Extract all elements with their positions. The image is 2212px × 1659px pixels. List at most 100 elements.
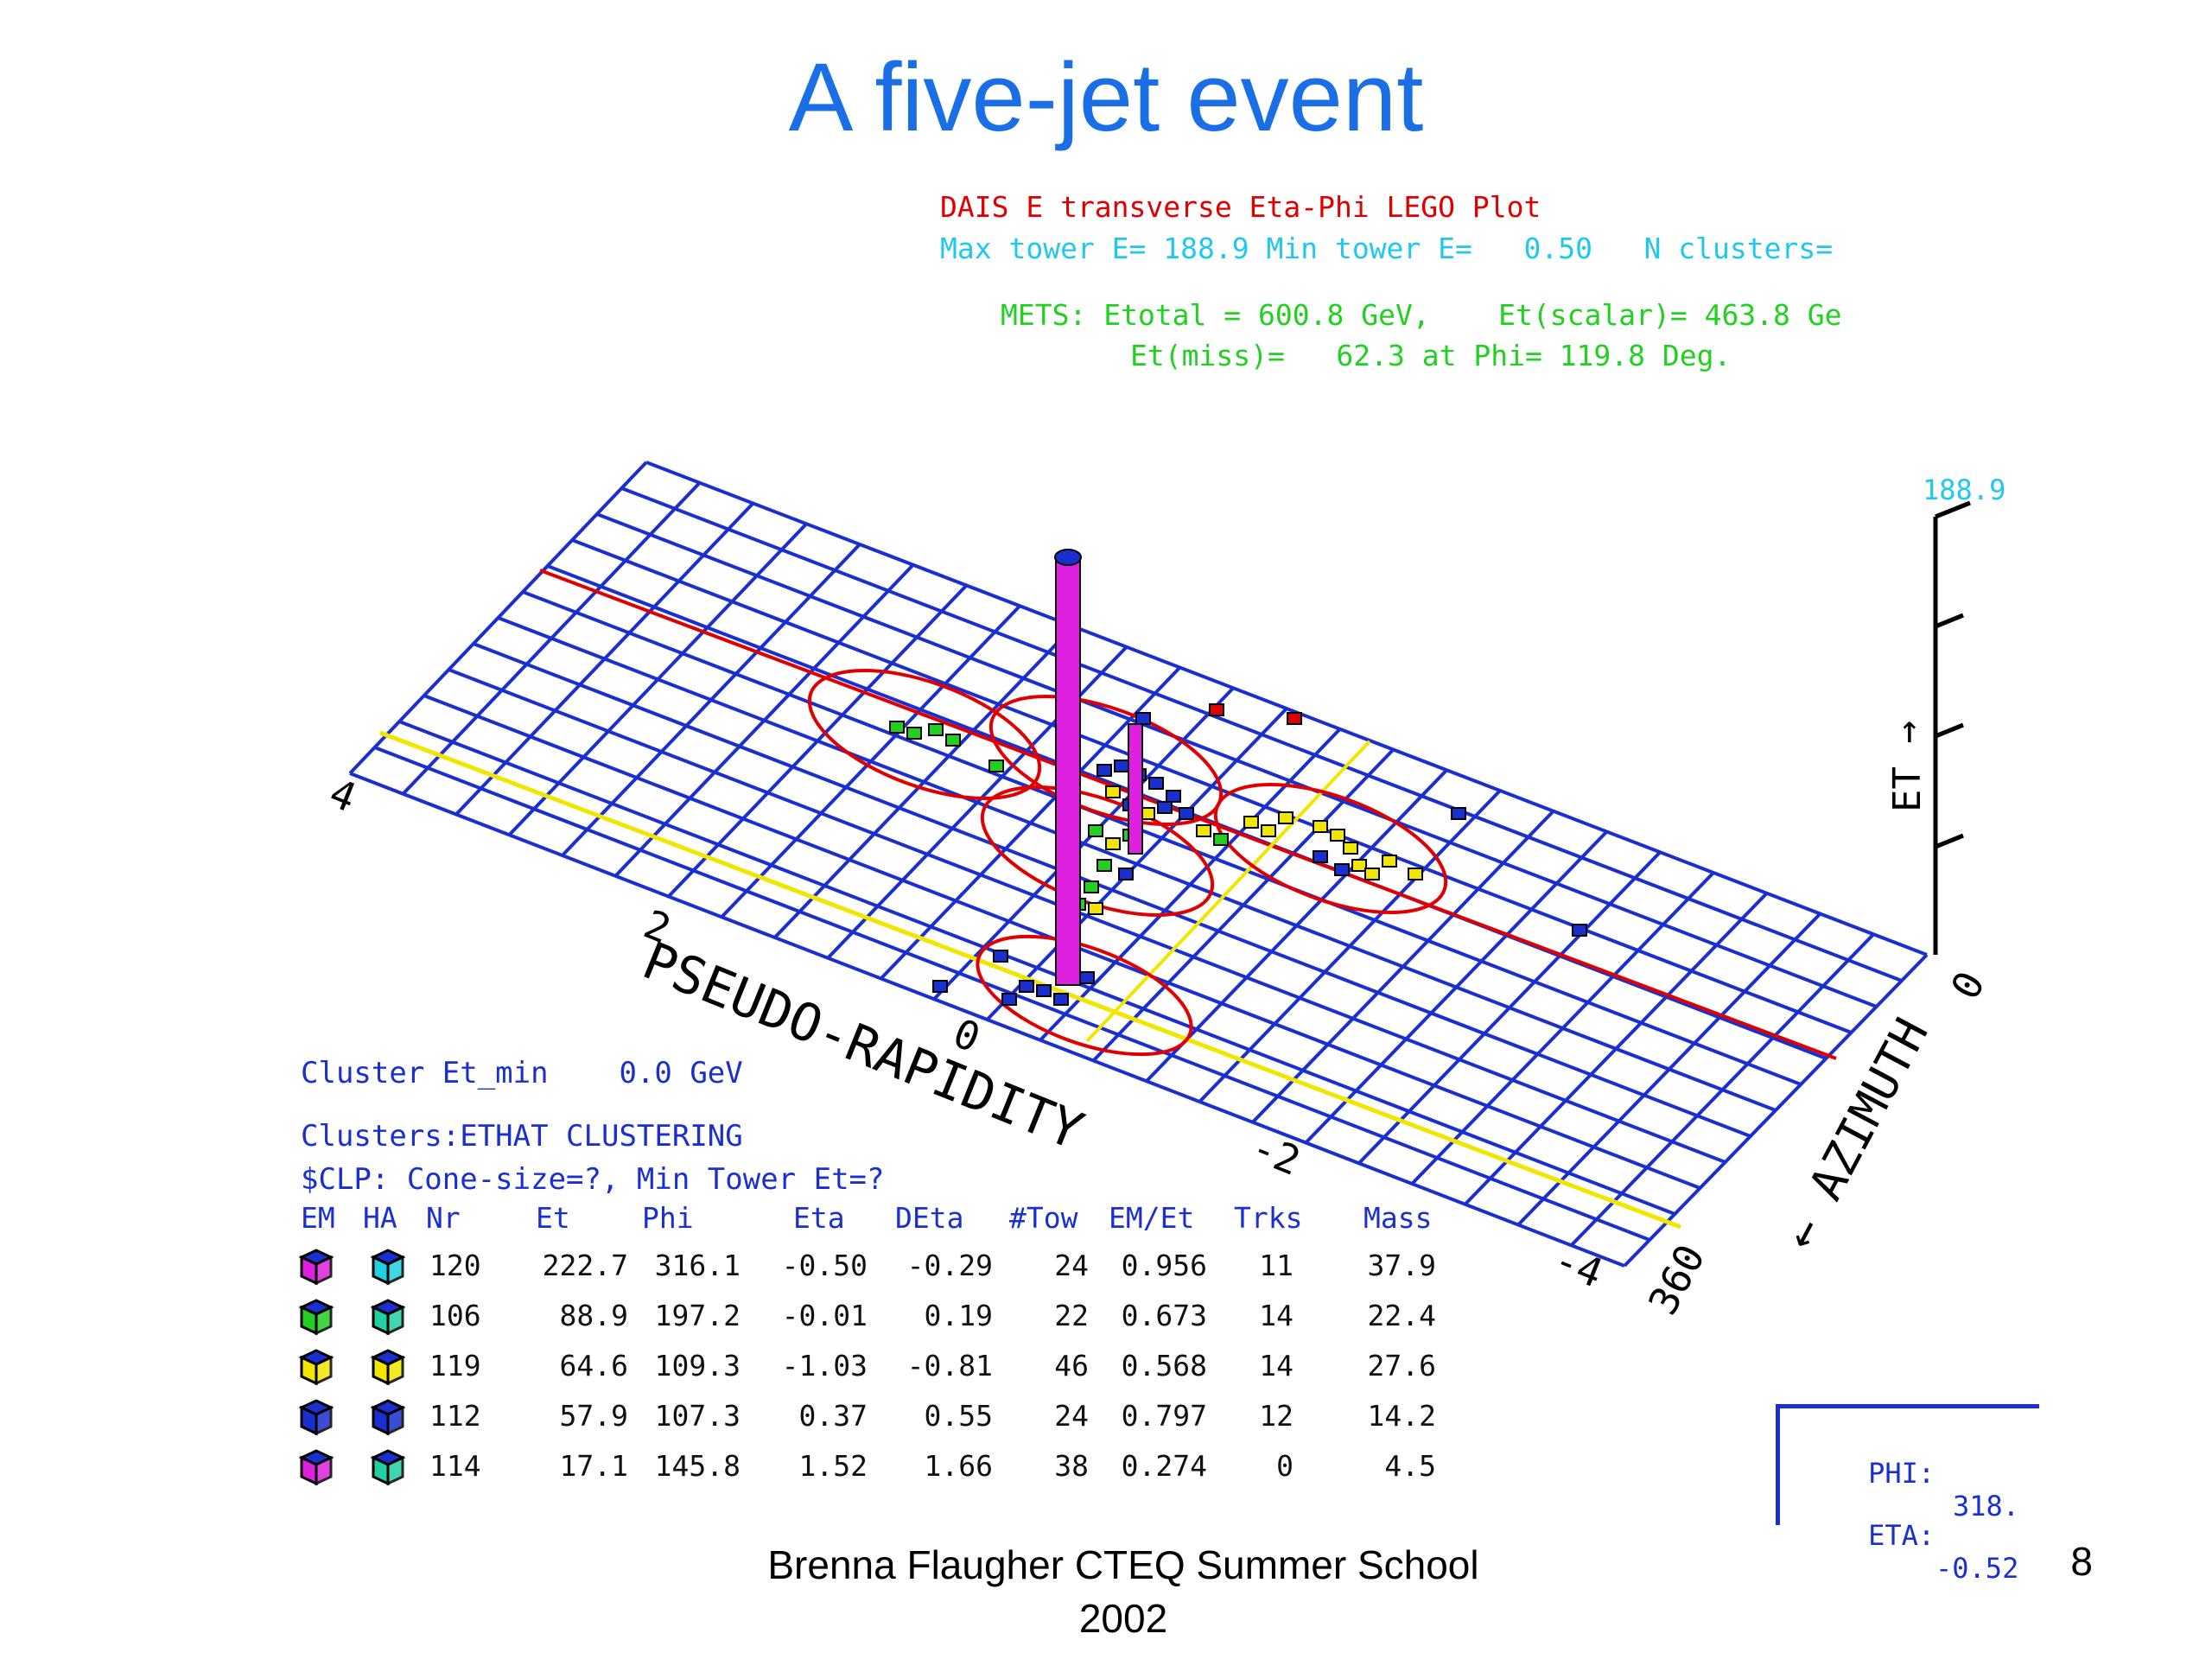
cell-deta: 1.66: [924, 1449, 993, 1483]
cell-et: 222.7: [542, 1249, 628, 1282]
max-tower: [1055, 556, 1081, 986]
tower-cell: [928, 723, 944, 736]
tower-cell: [1243, 816, 1259, 829]
tower-cell: [1036, 984, 1052, 997]
cell-mass: 14.2: [1367, 1399, 1436, 1433]
tower-cell: [1408, 868, 1423, 880]
grid-line: [1623, 953, 1929, 1268]
tower-cell: [1330, 829, 1345, 842]
col-et: Et: [536, 1201, 570, 1235]
grid-line: [402, 481, 702, 796]
ha-cube-icon: [370, 1249, 406, 1286]
cell-emet: 0.673: [1121, 1299, 1207, 1332]
tower-cell: [1019, 980, 1034, 993]
col-eta: Eta: [793, 1201, 845, 1235]
cell-phi: 145.8: [654, 1449, 741, 1483]
grid-line: [1464, 892, 1769, 1206]
ha-cube-icon: [370, 1349, 406, 1386]
cell-trks: 11: [1259, 1249, 1294, 1282]
em-cube-icon: [298, 1299, 334, 1336]
tower-cell: [1053, 993, 1069, 1006]
cell-phi: 107.3: [654, 1399, 741, 1433]
cell-et: 64.6: [559, 1349, 628, 1382]
clusters-algorithm-text: Clusters:ETHAT CLUSTERING: [301, 1119, 743, 1154]
tower-cell: [1157, 801, 1173, 814]
em-cube-icon: [298, 1399, 334, 1436]
col-emet: EM/Et: [1109, 1201, 1195, 1235]
col-em: EM: [301, 1201, 335, 1235]
tower-cell: [1088, 824, 1103, 837]
phi-tick-360: 360: [1639, 1236, 1714, 1322]
cell-mass: 4.5: [1384, 1449, 1436, 1483]
grid-line: [507, 522, 808, 836]
eta-tick-4: 4: [323, 769, 363, 821]
tower-cell: [1209, 703, 1224, 716]
tower-cell: [945, 734, 961, 747]
grid-line: [1357, 850, 1662, 1165]
grid-line: [880, 666, 1181, 980]
eta-readout-label: ETA:: [1868, 1519, 1936, 1552]
grid-line: [1410, 871, 1715, 1185]
tower-cell: [1451, 807, 1466, 820]
tower-cell: [1382, 855, 1397, 868]
tower-cell: [1084, 880, 1099, 893]
cell-deta: -0.81: [906, 1349, 993, 1382]
tower-cell: [1001, 993, 1017, 1006]
eta-tick-0: 0: [947, 1009, 987, 1061]
cell-eta: -0.50: [781, 1249, 868, 1282]
cell-nr: 120: [429, 1249, 481, 1282]
cluster-ellipse: [807, 669, 1042, 800]
tower-cell: [1105, 785, 1121, 798]
tower-cell: [1313, 850, 1328, 863]
et-axis-label: ET →: [1885, 721, 1929, 812]
tower-cell: [988, 760, 1004, 772]
col-phi: Phi: [642, 1201, 694, 1235]
tower-cell: [1364, 868, 1380, 880]
slide-footer: Brenna Flaugher CTEQ Summer School 2002: [767, 1542, 1479, 1641]
cluster-ellipse: [988, 695, 1224, 826]
grid-line: [454, 502, 754, 816]
tower-cell: [1351, 859, 1367, 872]
cell-nr: 114: [429, 1449, 481, 1483]
cell-tow: 46: [1054, 1349, 1089, 1382]
max-tower-top: [1054, 549, 1082, 566]
grid-line: [1198, 789, 1502, 1103]
em-cube-icon: [298, 1449, 334, 1486]
eta-tick-minus4: -4: [1548, 1236, 1610, 1297]
cell-tow: 22: [1054, 1299, 1089, 1332]
page-number: 8: [2070, 1539, 2093, 1584]
tower-cell: [1313, 820, 1328, 833]
tower-cell: [1105, 837, 1121, 850]
mets-line-2: Et(miss)= 62.3 at Phi= 119.8 Deg.: [1130, 339, 1732, 372]
tower-bar: [1128, 723, 1143, 855]
tower-cell: [1096, 859, 1112, 872]
cell-trks: 0: [1276, 1449, 1294, 1483]
cell-emet: 0.797: [1121, 1399, 1207, 1433]
cell-eta: 0.37: [798, 1399, 868, 1433]
tower-cell: [1261, 824, 1276, 837]
tower-cell: [1148, 777, 1164, 790]
cell-et: 57.9: [559, 1399, 628, 1433]
cell-tow: 24: [1054, 1249, 1089, 1282]
cell-mass: 37.9: [1367, 1249, 1436, 1282]
cell-et: 88.9: [559, 1299, 628, 1332]
grid-line: [1304, 830, 1608, 1144]
em-cube-icon: [298, 1349, 334, 1386]
tower-cell: [1135, 712, 1151, 725]
slide-title: A five-jet event: [788, 43, 1424, 151]
cell-eta: -0.01: [781, 1299, 868, 1332]
tower-cell: [1114, 760, 1129, 772]
cell-et: 17.1: [559, 1449, 628, 1483]
cell-deta: -0.29: [906, 1249, 993, 1282]
col-deta: DEta: [895, 1201, 964, 1235]
tower-cell: [1179, 807, 1194, 820]
cell-tow: 24: [1054, 1399, 1089, 1433]
col-ha: HA: [363, 1201, 397, 1235]
cell-emet: 0.568: [1121, 1349, 1207, 1382]
grid-line: [826, 645, 1128, 960]
et-axis-ticks: [1935, 500, 1971, 849]
tower-cell: [1196, 824, 1211, 837]
cell-deta: 0.19: [924, 1299, 993, 1332]
grid-line: [613, 563, 915, 878]
